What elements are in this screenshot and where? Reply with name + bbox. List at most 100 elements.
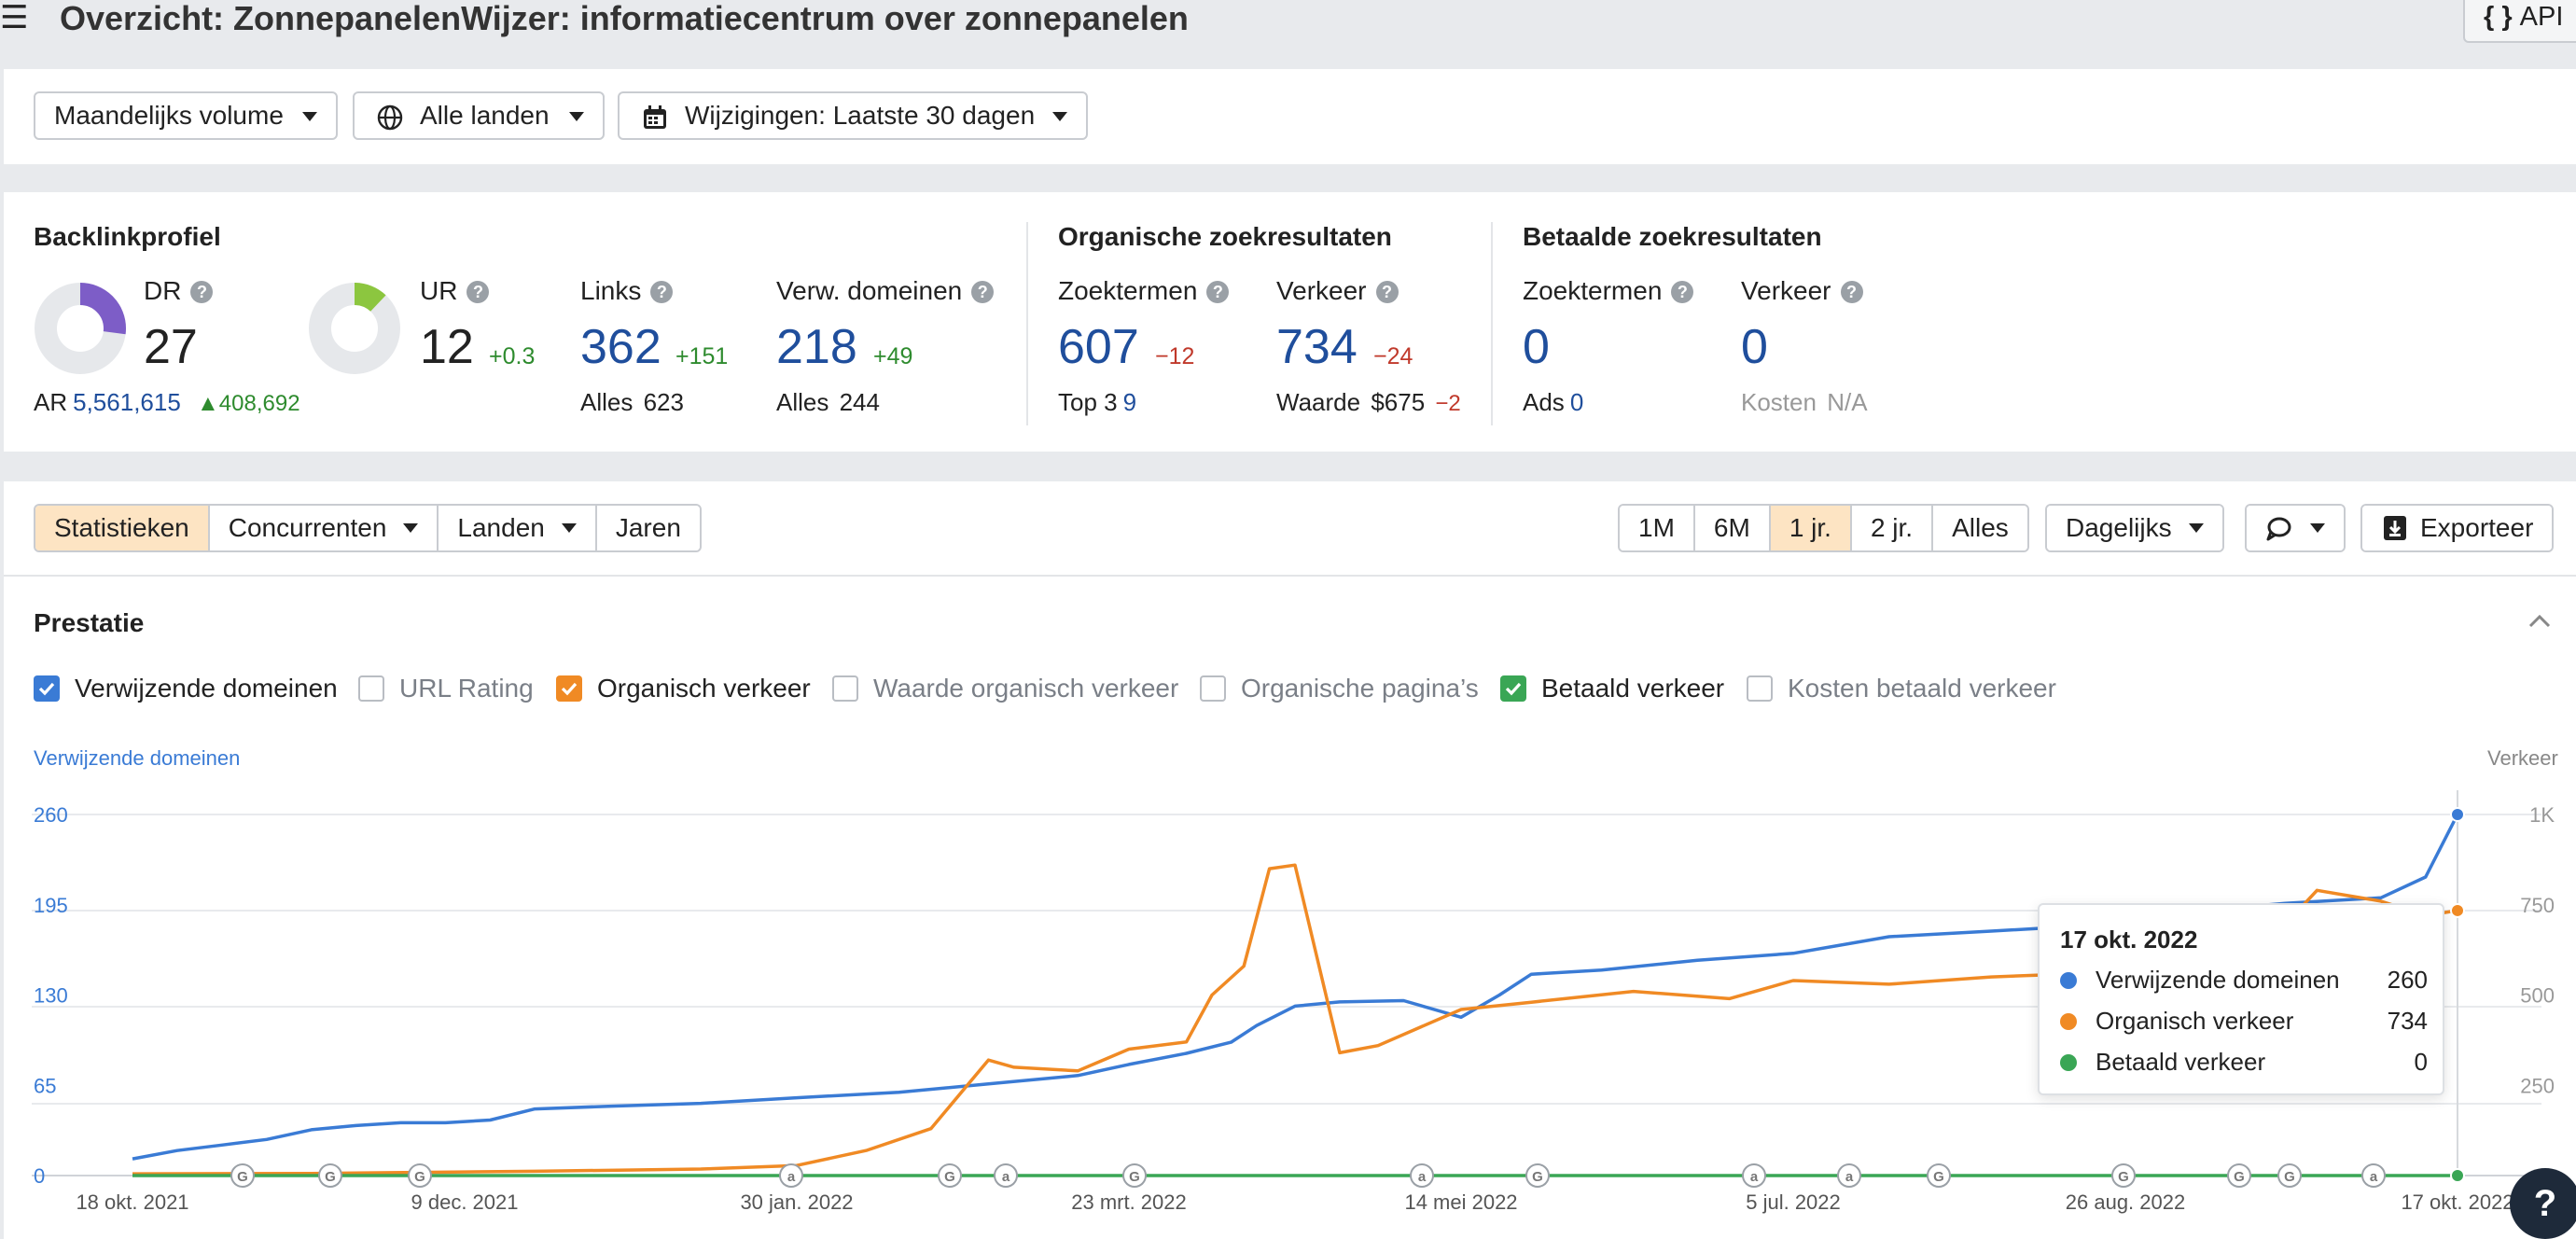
range-all[interactable]: Alles	[1933, 506, 2027, 550]
google-update-marker: G	[938, 1163, 962, 1188]
help-button[interactable]: ?	[2510, 1168, 2576, 1239]
svg-text:a: a	[787, 1169, 796, 1185]
paid-keywords-value[interactable]: 0	[1523, 320, 1550, 374]
refdomains-all: Alles 244	[776, 388, 880, 416]
range-2y[interactable]: 2 jr.	[1851, 506, 1934, 550]
legend-dot	[2060, 972, 2077, 989]
legend-dot	[2060, 1013, 2077, 1030]
google-update-marker: G	[1122, 1163, 1147, 1188]
ur-label: UR?	[420, 276, 490, 306]
api-label: API	[2519, 2, 2564, 32]
filter-bar: Maandelijks volume Alle landen Wijziging…	[4, 69, 2576, 164]
google-update-marker: G	[2111, 1163, 2136, 1188]
google-update-marker: G	[230, 1163, 255, 1188]
tooltip-row-paid: Betaald verkeer 0	[2060, 1047, 2428, 1077]
page-title: Overzicht: ZonnepanelenWijzer: informati…	[60, 0, 1189, 37]
y-tick-right: 1K	[2529, 803, 2555, 827]
chevron-up-icon[interactable]	[2527, 608, 2553, 634]
organic-keywords-label: Zoektermen?	[1058, 276, 1230, 306]
tab-jaren[interactable]: Jaren	[596, 506, 700, 550]
ur-value: 12	[420, 320, 474, 374]
range-6m[interactable]: 6M	[1694, 506, 1771, 550]
volume-dropdown[interactable]: Maandelijks volume	[34, 91, 338, 140]
left-axis-title: Verwijzende domeinen	[34, 746, 241, 770]
countries-dropdown-label: Alle landen	[420, 101, 550, 130]
tooltip-row-refdomains: Verwijzende domeinen 260	[2060, 965, 2428, 995]
api-button[interactable]: { } API	[2463, 0, 2576, 43]
ads-row: Ads 0	[1523, 388, 1584, 416]
divider	[4, 575, 2576, 577]
granularity-dropdown[interactable]: Dagelijks	[2045, 504, 2224, 552]
ar-value: 5,561,615	[73, 388, 181, 416]
main-panel: Statistieken Concurrenten Landen Jaren 1…	[4, 481, 2576, 1239]
export-button[interactable]: Exporteer	[2360, 504, 2555, 552]
legend-dot	[2060, 1054, 2077, 1071]
changes-dropdown[interactable]: Wijzigingen: Laatste 30 dagen	[618, 91, 1088, 140]
chevron-down-icon	[403, 523, 419, 533]
chevron-down-icon	[2309, 523, 2325, 533]
y-tick-right: 750	[2520, 894, 2555, 917]
range-1m[interactable]: 1M	[1620, 506, 1695, 550]
links-label: Links?	[580, 276, 674, 306]
range-1y[interactable]: 1 jr.	[1770, 506, 1852, 550]
svg-text:G: G	[237, 1169, 248, 1185]
checkbox-betaald-verkeer[interactable]: Betaald verkeer	[1500, 672, 1724, 705]
y-tick-left: 195	[34, 894, 68, 917]
granularity-label[interactable]: Dagelijks	[2047, 506, 2222, 550]
series-end-point-0	[2450, 807, 2465, 822]
organic-keywords-value[interactable]: 607	[1058, 320, 1139, 374]
paid-traffic-value[interactable]: 0	[1741, 320, 1768, 374]
svg-text:a: a	[2370, 1169, 2378, 1185]
y-tick-left: 260	[34, 803, 68, 827]
refdomains-delta: +49	[873, 343, 913, 369]
tooltip-row-organic: Organisch verkeer 734	[2060, 1006, 2428, 1036]
countries-dropdown[interactable]: Alle landen	[353, 91, 605, 140]
tab-concurrenten[interactable]: Concurrenten	[209, 506, 439, 550]
tab-statistieken[interactable]: Statistieken	[35, 506, 210, 550]
comment-icon	[2266, 517, 2291, 541]
organic-traffic-value[interactable]: 734	[1276, 320, 1358, 374]
ahrefs-update-marker: a	[2361, 1163, 2386, 1188]
comment-dropdown[interactable]	[2245, 504, 2346, 552]
paid-traffic-label: Verkeer?	[1741, 276, 1863, 306]
checkbox-url-rating[interactable]: URL Rating	[358, 672, 534, 705]
tab-landen[interactable]: Landen	[439, 506, 597, 550]
help-icon: ?	[466, 281, 490, 303]
svg-text:G: G	[325, 1169, 336, 1185]
y-tick-left: 130	[34, 984, 68, 1008]
checkbox-waarde-organisch-verkeer[interactable]: Waarde organisch verkeer	[832, 672, 1178, 705]
help-icon: ?	[971, 281, 995, 303]
x-tick: 23 mrt. 2022	[1071, 1190, 1187, 1214]
globe-icon	[377, 104, 403, 131]
google-update-marker: G	[1927, 1163, 1951, 1188]
top-bar: ☰ Overzicht: ZonnepanelenWijzer: informa…	[0, 0, 2576, 67]
google-update-marker: G	[318, 1163, 342, 1188]
svg-text:a: a	[1418, 1169, 1427, 1185]
backlink-profile-title: Backlinkprofiel	[34, 222, 221, 251]
cost-row: Kosten N/A	[1741, 388, 1868, 416]
links-all: Alles 623	[580, 388, 684, 416]
x-tick: 14 mei 2022	[1404, 1190, 1517, 1214]
comment-button[interactable]	[2247, 506, 2344, 550]
checkbox-organische-pagina-s[interactable]: Organische pagina’s	[1200, 672, 1479, 705]
checkbox-verwijzende-domeinen[interactable]: Verwijzende domeinen	[34, 672, 338, 705]
hamburger-icon[interactable]: ☰	[0, 0, 29, 35]
checkbox-checked-icon	[1500, 675, 1526, 702]
checkbox-empty-icon	[832, 675, 858, 702]
checkbox-organisch-verkeer[interactable]: Organisch verkeer	[556, 672, 811, 705]
ahrefs-update-marker: a	[779, 1163, 803, 1188]
help-icon: ?	[1671, 281, 1694, 303]
svg-text:G: G	[944, 1169, 955, 1185]
links-value[interactable]: 362	[580, 320, 661, 374]
export-button-inner[interactable]: Exporteer	[2362, 506, 2553, 550]
help-icon: ?	[650, 281, 674, 303]
svg-text:G: G	[2234, 1169, 2245, 1185]
refdomains-value[interactable]: 218	[776, 320, 857, 374]
performance-title: Prestatie	[34, 608, 145, 637]
paid-keywords-label: Zoektermen?	[1523, 276, 1694, 306]
svg-text:a: a	[1845, 1169, 1854, 1185]
chevron-down-icon	[2188, 523, 2204, 533]
checkbox-kosten-betaald-verkeer[interactable]: Kosten betaald verkeer	[1747, 672, 2056, 705]
help-icon: ?	[1840, 281, 1863, 303]
